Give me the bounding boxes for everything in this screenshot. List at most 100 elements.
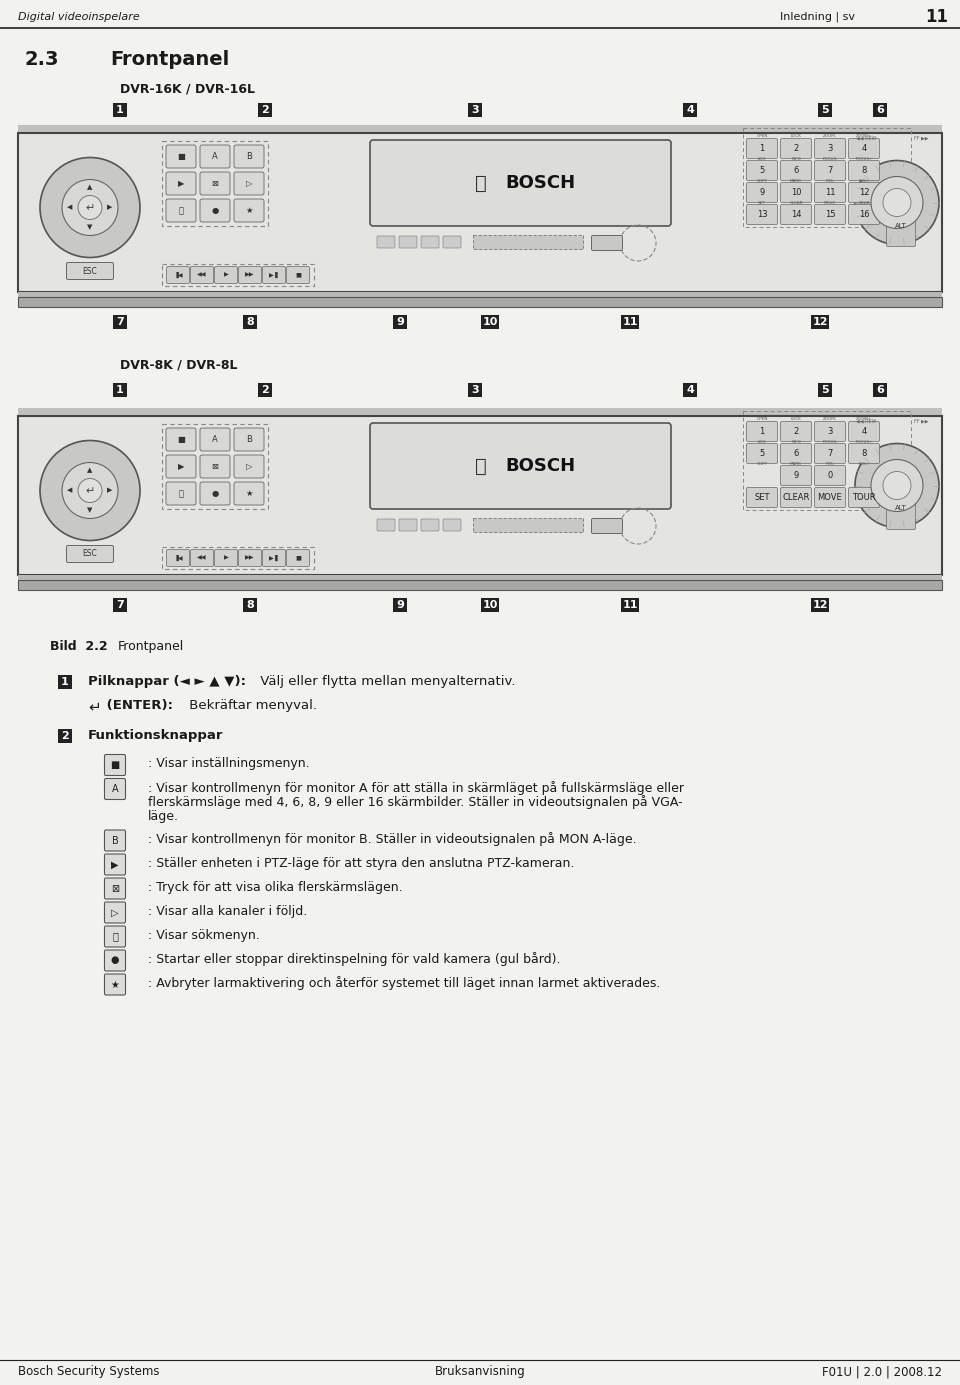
Text: 8: 8 bbox=[861, 166, 867, 175]
FancyBboxPatch shape bbox=[399, 235, 417, 248]
Bar bbox=[621, 314, 639, 330]
Text: 8: 8 bbox=[246, 317, 253, 327]
Circle shape bbox=[855, 161, 939, 245]
FancyBboxPatch shape bbox=[234, 199, 264, 222]
Text: DVR-16K / DVR-16L: DVR-16K / DVR-16L bbox=[120, 82, 255, 96]
Text: : Visar alla kanaler i följd.: : Visar alla kanaler i följd. bbox=[148, 904, 307, 917]
Text: 3: 3 bbox=[471, 385, 479, 395]
Text: F01U | 2.0 | 2008.12: F01U | 2.0 | 2008.12 bbox=[822, 1366, 942, 1378]
Text: 2.3: 2.3 bbox=[25, 50, 60, 69]
Text: ⊠: ⊠ bbox=[211, 463, 219, 471]
Text: B: B bbox=[246, 152, 252, 161]
FancyBboxPatch shape bbox=[377, 519, 395, 530]
FancyBboxPatch shape bbox=[200, 482, 230, 506]
Text: CLEAR: CLEAR bbox=[789, 201, 803, 205]
FancyBboxPatch shape bbox=[105, 974, 126, 994]
Text: 10: 10 bbox=[482, 600, 497, 609]
Text: ZOOM-: ZOOM- bbox=[823, 134, 837, 138]
Text: OPEN: OPEN bbox=[756, 417, 768, 421]
Text: ↵: ↵ bbox=[85, 204, 95, 213]
Text: ▶▶: ▶▶ bbox=[245, 273, 254, 277]
Text: 0: 0 bbox=[828, 471, 832, 481]
FancyBboxPatch shape bbox=[214, 266, 237, 284]
Text: 13: 13 bbox=[756, 211, 767, 219]
FancyBboxPatch shape bbox=[105, 878, 126, 899]
Bar bbox=[18, 296, 942, 307]
FancyBboxPatch shape bbox=[849, 183, 879, 202]
Text: ZOOM+: ZOOM+ bbox=[856, 134, 872, 138]
FancyBboxPatch shape bbox=[814, 161, 846, 180]
Bar bbox=[683, 384, 697, 397]
Bar bbox=[468, 102, 482, 116]
FancyBboxPatch shape bbox=[262, 550, 285, 566]
FancyBboxPatch shape bbox=[849, 161, 879, 180]
Text: 3: 3 bbox=[828, 144, 832, 152]
Text: A: A bbox=[111, 784, 118, 794]
FancyBboxPatch shape bbox=[747, 161, 778, 180]
Circle shape bbox=[871, 176, 923, 229]
Text: 6: 6 bbox=[876, 385, 884, 395]
Bar bbox=[113, 598, 127, 612]
Bar bbox=[468, 384, 482, 397]
FancyBboxPatch shape bbox=[849, 138, 879, 158]
Text: ▶▶: ▶▶ bbox=[245, 555, 254, 561]
Bar bbox=[393, 314, 407, 330]
Bar bbox=[873, 384, 887, 397]
FancyBboxPatch shape bbox=[200, 145, 230, 168]
Text: B: B bbox=[246, 435, 252, 445]
Text: ▶: ▶ bbox=[224, 273, 228, 277]
Text: 4: 4 bbox=[861, 144, 867, 152]
Bar bbox=[473, 235, 583, 249]
FancyBboxPatch shape bbox=[780, 488, 811, 507]
Text: 2: 2 bbox=[793, 427, 799, 436]
FancyBboxPatch shape bbox=[190, 266, 213, 284]
Text: 11: 11 bbox=[925, 8, 948, 26]
Text: : Tryck för att visa olika flerskärmslägen.: : Tryck för att visa olika flerskärmsläg… bbox=[148, 881, 402, 893]
Bar bbox=[162, 265, 314, 285]
Text: IRIS-: IRIS- bbox=[826, 463, 834, 465]
Text: ★: ★ bbox=[110, 979, 119, 989]
Text: ZOOM-: ZOOM- bbox=[823, 417, 837, 421]
Text: CLEAR: CLEAR bbox=[782, 493, 809, 501]
FancyBboxPatch shape bbox=[814, 488, 846, 507]
Text: 3: 3 bbox=[471, 105, 479, 115]
Text: 12: 12 bbox=[859, 188, 869, 197]
FancyBboxPatch shape bbox=[814, 183, 846, 202]
Circle shape bbox=[883, 471, 911, 500]
Text: ★: ★ bbox=[245, 489, 252, 499]
FancyBboxPatch shape bbox=[591, 518, 622, 533]
Text: ⌕: ⌕ bbox=[179, 206, 183, 215]
Text: ★: ★ bbox=[245, 206, 252, 215]
Bar bbox=[258, 384, 272, 397]
Text: Frontpanel: Frontpanel bbox=[118, 640, 184, 652]
Text: 1: 1 bbox=[759, 144, 764, 152]
Bar bbox=[743, 411, 911, 510]
Text: ▶: ▶ bbox=[178, 463, 184, 471]
Text: ▷: ▷ bbox=[246, 179, 252, 188]
FancyBboxPatch shape bbox=[886, 205, 916, 247]
Text: 2: 2 bbox=[261, 385, 269, 395]
Text: ⌕: ⌕ bbox=[112, 932, 118, 942]
Text: ESC: ESC bbox=[83, 550, 97, 558]
FancyBboxPatch shape bbox=[105, 855, 126, 875]
Circle shape bbox=[78, 478, 102, 503]
Text: BOSCH: BOSCH bbox=[505, 175, 576, 193]
Text: LOCK: LOCK bbox=[791, 134, 802, 138]
Text: 5: 5 bbox=[821, 105, 828, 115]
Text: ●: ● bbox=[211, 489, 219, 499]
Text: INFO: INFO bbox=[791, 440, 801, 445]
Text: LOG: LOG bbox=[757, 440, 766, 445]
Text: 10: 10 bbox=[791, 188, 802, 197]
Bar bbox=[258, 102, 272, 116]
Text: ◀◀: ◀◀ bbox=[197, 273, 206, 277]
FancyBboxPatch shape bbox=[214, 550, 237, 566]
FancyBboxPatch shape bbox=[370, 422, 671, 510]
FancyBboxPatch shape bbox=[814, 205, 846, 224]
FancyBboxPatch shape bbox=[105, 778, 126, 799]
Text: Bekräftar menyval.: Bekräftar menyval. bbox=[185, 699, 317, 712]
Bar bbox=[481, 598, 499, 612]
Bar bbox=[243, 314, 257, 330]
FancyBboxPatch shape bbox=[377, 235, 395, 248]
FancyBboxPatch shape bbox=[849, 443, 879, 464]
Text: ▶: ▶ bbox=[111, 860, 119, 870]
